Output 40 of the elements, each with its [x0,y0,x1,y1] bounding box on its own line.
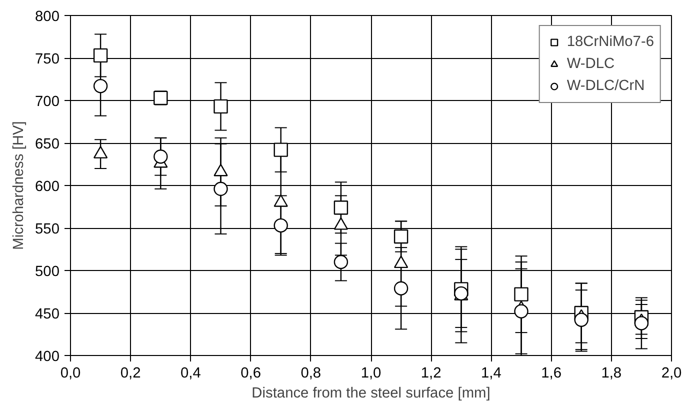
point [574,312,588,327]
x-tick-label: 1,0 [360,366,382,382]
x-tick-label: 1,4 [481,366,502,382]
x-tick-label: 1,6 [541,366,562,382]
y-axis-title: Microhardness [HV] [11,121,28,250]
legend-label: 18CrNiMo7-6 [566,34,654,50]
legend-label: W-DLC/CrN [566,78,645,94]
y-tick-label: 750 [35,52,60,68]
y-tick-label: 500 [35,264,60,280]
x-tick-label: 0,8 [300,366,322,382]
point [334,254,348,270]
point [214,99,228,114]
x-tick-label: 0,4 [180,366,201,382]
point [514,304,528,318]
y-tick-label: 600 [35,179,60,195]
y-tick-label: 400 [35,349,60,365]
x-tick-label: 0,6 [240,366,261,382]
y-tick-label: 800 [35,9,60,25]
point [334,200,348,215]
x-tick-label: 1,8 [601,366,622,382]
point [634,316,649,330]
point [514,287,528,302]
x-tick-label: 0,2 [120,366,141,382]
x-axis-title: Distance from the steel surface [mm] [252,386,490,402]
legend-label: W-DLC [566,56,615,72]
y-tick-label: 700 [35,94,60,110]
x-tick-label: 0,0 [60,366,81,382]
point [394,229,408,244]
point [274,218,288,233]
x-tick-label: 2,0 [661,366,682,382]
point [394,281,408,296]
y-tick-label: 450 [35,306,60,322]
point [274,142,288,157]
x-tick-label: 1,2 [420,366,442,382]
y-tick-label: 650 [35,136,60,152]
point [93,78,108,94]
y-tick-label: 550 [35,222,60,238]
point [93,48,108,63]
point [214,182,228,196]
point [154,150,168,164]
